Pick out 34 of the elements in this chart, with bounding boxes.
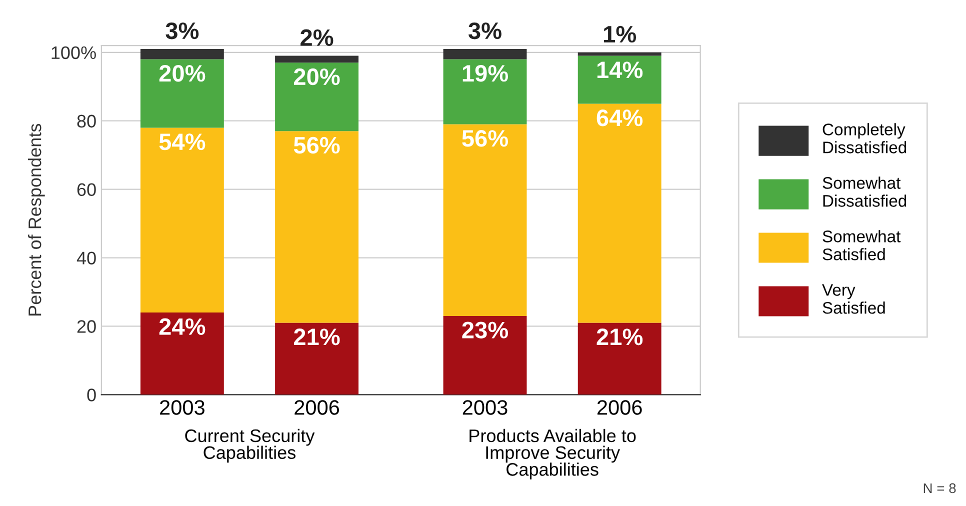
- y-tick-label: 80: [77, 114, 96, 128]
- data-label: 56%: [294, 136, 340, 154]
- y-tick-label: 100%: [52, 46, 96, 60]
- legend-label: Somewhat Dissatisfied: [822, 176, 906, 207]
- data-label: 21%: [294, 328, 340, 346]
- data-label: 14%: [597, 62, 643, 78]
- legend-label: Very Satisfied: [822, 284, 885, 314]
- y-axis-title: Percent of Respondents: [28, 124, 45, 316]
- legend-label: Somewhat Satisfied: [822, 230, 901, 260]
- data-label: 3%: [468, 22, 502, 40]
- data-label: 3%: [166, 22, 199, 40]
- data-label: 19%: [462, 64, 508, 82]
- y-tick-label: 40: [76, 252, 96, 264]
- x-tick-label: 2003: [462, 400, 508, 415]
- y-tick-label: 0: [87, 388, 96, 402]
- x-tick-label: 2003: [160, 400, 204, 415]
- y-tick-label: 60: [77, 183, 96, 196]
- legend-label: Completely Dissatisfied: [822, 123, 906, 154]
- text: Products Available to Improve Security Capabilities: [470, 428, 636, 480]
- data-label: 56%: [462, 130, 508, 147]
- x-tick-label: 2006: [294, 400, 340, 415]
- y-tick-label: 20: [77, 320, 96, 333]
- data-label: 23%: [462, 322, 508, 338]
- text: Current Security Capabilities: [185, 428, 315, 463]
- data-label: 20%: [294, 68, 340, 86]
- data-label: 20%: [159, 64, 206, 82]
- data-label: 1%: [604, 26, 636, 43]
- data-label: 2%: [300, 29, 334, 46]
- data-label: 24%: [159, 318, 206, 335]
- data-label: 64%: [596, 109, 643, 126]
- data-label: 54%: [159, 134, 206, 150]
- data-label: 21%: [596, 328, 643, 346]
- x-tick-label: 2006: [597, 400, 642, 415]
- text: N = 8: [924, 483, 956, 494]
